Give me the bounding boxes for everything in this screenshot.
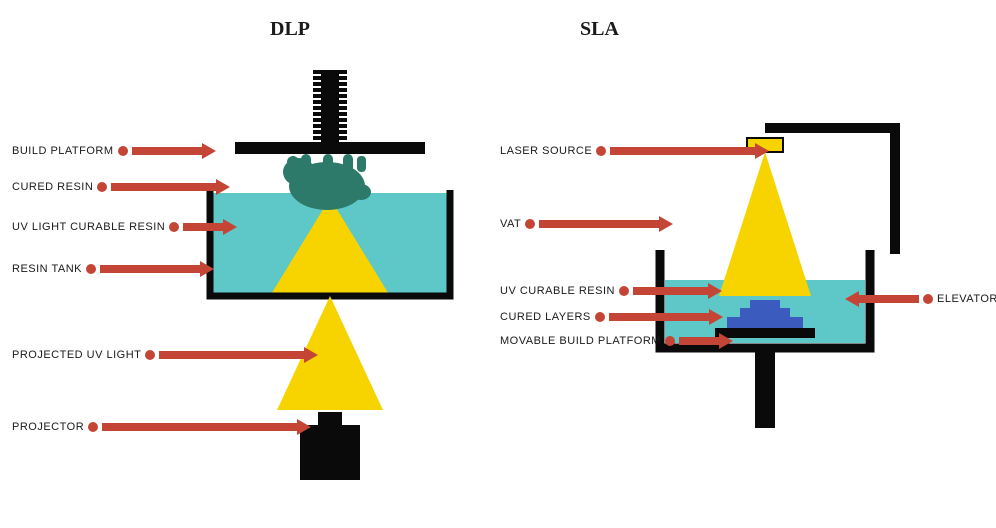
label-uv-curable-resin-sla: UV CURABLE RESIN xyxy=(500,282,722,300)
arrow-dot xyxy=(88,422,98,432)
label-uv-curable-resin-dlp: UV LIGHT CURABLE RESIN xyxy=(12,218,237,236)
arrow-dot xyxy=(596,146,606,156)
arrow-head-icon xyxy=(708,283,722,299)
label-text: BUILD PLATFORM xyxy=(12,145,114,157)
dlp-screw xyxy=(313,70,347,142)
dlp-title: DLP xyxy=(270,18,310,41)
label-cured-resin: CURED RESIN xyxy=(12,178,230,196)
arrow-body xyxy=(679,337,719,345)
dlp-projector-lens xyxy=(318,412,342,425)
arrow-body xyxy=(859,295,919,303)
label-vat: VAT xyxy=(500,215,673,233)
arrow-body xyxy=(132,147,202,155)
sla-beam xyxy=(719,152,811,296)
label-text: UV CURABLE RESIN xyxy=(500,285,615,297)
arrow-head-icon xyxy=(845,291,859,307)
arrow-dot xyxy=(923,294,933,304)
arrow-head-icon xyxy=(202,143,216,159)
label-projected-uv-light: PROJECTED UV LIGHT xyxy=(12,346,318,364)
label-build-platform: BUILD PLATFORM xyxy=(12,142,216,160)
label-cured-layers: CURED LAYERS xyxy=(500,308,723,326)
label-text: LASER SOURCE xyxy=(500,145,592,157)
arrow-dot xyxy=(665,336,675,346)
arrow-body xyxy=(633,287,708,295)
arrow-body xyxy=(111,183,216,191)
arrow-body xyxy=(539,220,659,228)
label-text: RESIN TANK xyxy=(12,263,82,275)
arrow-dot xyxy=(169,222,179,232)
label-movable-build-platform: MOVABLE BUILD PLATFORM xyxy=(500,332,733,350)
label-text: PROJECTOR xyxy=(12,421,84,433)
arrow-body xyxy=(159,351,304,359)
label-text: CURED RESIN xyxy=(12,181,93,193)
arrow-dot xyxy=(118,146,128,156)
arrow-body xyxy=(102,423,297,431)
label-laser-source: LASER SOURCE xyxy=(500,142,769,160)
arrow-head-icon xyxy=(709,309,723,325)
arrow-head-icon xyxy=(304,347,318,363)
arrow-body xyxy=(610,147,755,155)
label-text: VAT xyxy=(500,218,521,230)
label-text: UV LIGHT CURABLE RESIN xyxy=(12,221,165,233)
label-resin-tank: RESIN TANK xyxy=(12,260,214,278)
arrow-dot xyxy=(525,219,535,229)
label-projector: PROJECTOR xyxy=(12,418,311,436)
label-text: CURED LAYERS xyxy=(500,311,591,323)
arrow-body xyxy=(183,223,223,231)
sla-elevator-shaft xyxy=(755,348,775,428)
arrow-body xyxy=(100,265,200,273)
arrow-dot xyxy=(86,264,96,274)
label-text: ELEVATOR xyxy=(937,293,996,305)
arrow-body xyxy=(609,313,709,321)
arrow-head-icon xyxy=(659,216,673,232)
arrow-head-icon xyxy=(719,333,733,349)
label-text: MOVABLE BUILD PLATFORM xyxy=(500,335,661,347)
arrow-head-icon xyxy=(200,261,214,277)
arrow-head-icon xyxy=(297,419,311,435)
dlp-build-platform xyxy=(235,142,425,154)
sla-title: SLA xyxy=(580,18,619,41)
arrow-dot xyxy=(97,182,107,192)
arrow-dot xyxy=(595,312,605,322)
arrow-head-icon xyxy=(755,143,769,159)
arrow-head-icon xyxy=(223,219,237,235)
arrow-dot xyxy=(619,286,629,296)
arrow-head-icon xyxy=(216,179,230,195)
arrow-dot xyxy=(145,350,155,360)
label-elevator: ELEVATOR xyxy=(845,290,996,308)
label-text: PROJECTED UV LIGHT xyxy=(12,349,141,361)
